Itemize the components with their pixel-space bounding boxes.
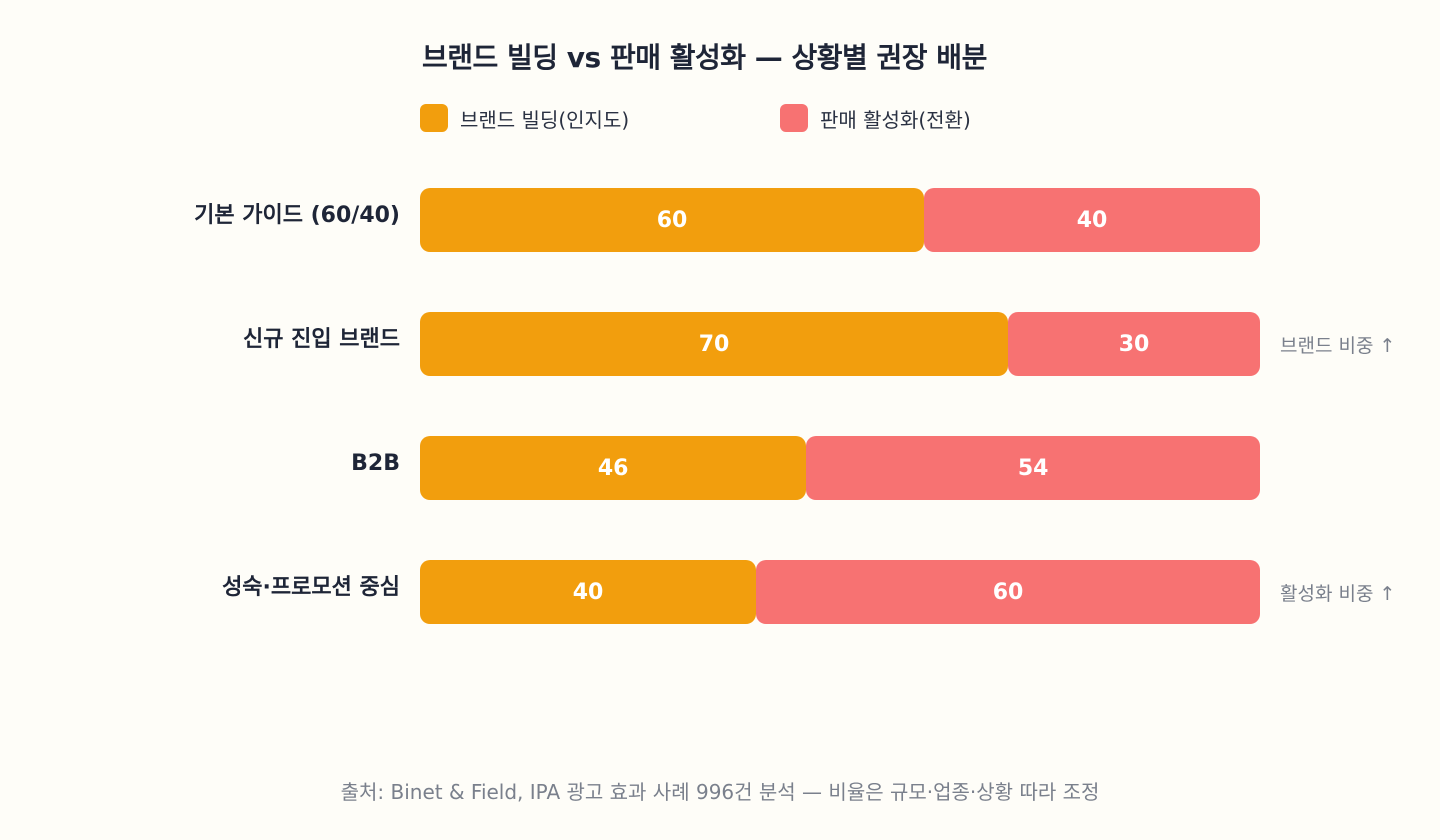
row-annotation: 브랜드 비중 ↑ — [1280, 335, 1396, 357]
bar-value-label: 70 — [698, 331, 730, 357]
bar-segment-brand-building: 46 — [420, 436, 807, 500]
bar-value-label: 60 — [656, 207, 688, 233]
stacked-bar-row: 40 60 — [420, 560, 1260, 624]
legend-item-sales-activation: 판매 활성화(전환) — [780, 104, 971, 132]
bar-segment-brand-building: 60 — [420, 188, 924, 252]
category-label: 성숙·프로모션 중심 — [222, 575, 400, 600]
stacked-bar-row: 60 40 — [420, 188, 1260, 252]
bar-value-label: 40 — [572, 579, 604, 605]
chart-title: 브랜드 빌딩 vs 판매 활성화 — 상황별 권장 배분 — [422, 41, 987, 74]
bar-segment-sales-activation: 40 — [924, 188, 1260, 252]
stacked-bar-row: 46 54 — [420, 436, 1260, 500]
category-label: 기본 가이드 (60/40) — [194, 203, 400, 228]
legend-label-brand-building: 브랜드 빌딩(인지도) — [460, 107, 630, 132]
bar-segment-sales-activation: 54 — [806, 436, 1260, 500]
bar-value-label: 46 — [597, 455, 629, 481]
chart-source-note: 출처: Binet & Field, IPA 광고 효과 사례 996건 분석 … — [340, 780, 1100, 804]
bar-value-label: 60 — [992, 579, 1024, 605]
bar-segment-brand-building: 40 — [420, 560, 756, 624]
category-label: 신규 진입 브랜드 — [243, 327, 400, 352]
stacked-bar-row: 70 30 — [420, 312, 1260, 376]
bar-segment-brand-building: 70 — [420, 312, 1008, 376]
legend-label-sales-activation: 판매 활성화(전환) — [820, 107, 971, 132]
bar-segment-sales-activation: 60 — [756, 560, 1260, 624]
bar-value-label: 54 — [1017, 455, 1049, 481]
category-label: B2B — [351, 451, 400, 476]
legend-swatch-sales-activation — [780, 104, 808, 132]
bar-segment-sales-activation: 30 — [1008, 312, 1260, 376]
legend-swatch-brand-building — [420, 104, 448, 132]
bar-value-label: 30 — [1118, 331, 1150, 357]
bar-value-label: 40 — [1076, 207, 1108, 233]
row-annotation: 활성화 비중 ↑ — [1280, 583, 1396, 605]
legend-item-brand-building: 브랜드 빌딩(인지도) — [420, 104, 629, 132]
